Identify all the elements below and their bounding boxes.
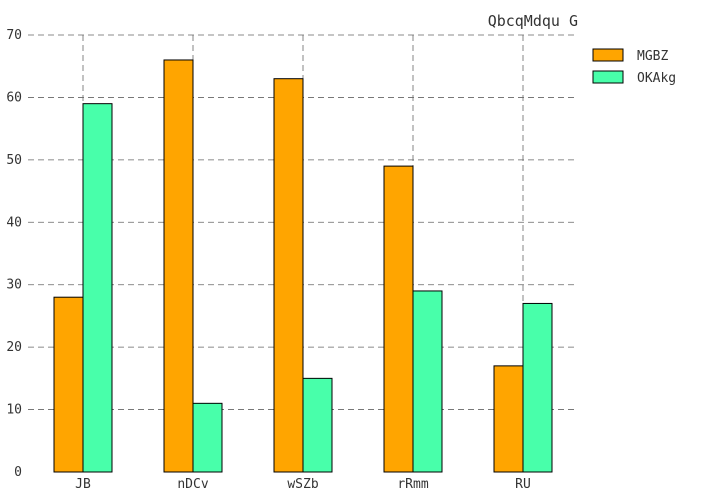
bar-mgbz-wszb bbox=[273, 78, 304, 473]
x-tick-label: nDCv bbox=[177, 477, 208, 492]
y-tick-label: 10 bbox=[6, 403, 22, 418]
x-tick-label: JB bbox=[75, 477, 91, 492]
legend-label-okakg: OKAkg bbox=[637, 71, 676, 86]
bars bbox=[53, 59, 553, 473]
y-tick-label: 50 bbox=[6, 153, 22, 168]
bar-okakg-wszb bbox=[302, 377, 333, 473]
legend-swatch-mgbz bbox=[592, 48, 624, 62]
legend-swatch-okakg bbox=[592, 70, 624, 84]
x-tick-label: RU bbox=[515, 477, 531, 492]
bar-mgbz-ru bbox=[493, 365, 524, 473]
legend: MGBZ OKAkg bbox=[592, 48, 676, 86]
x-tick-label: rRmm bbox=[397, 477, 428, 492]
bar-mgbz-ndcv bbox=[163, 59, 194, 473]
x-tick-label: wSZb bbox=[287, 477, 318, 492]
legend-label-mgbz: MGBZ bbox=[637, 49, 668, 64]
y-tick-label: 60 bbox=[6, 90, 22, 105]
bar-okakg-ru bbox=[522, 302, 553, 473]
y-tick-label: 30 bbox=[6, 278, 22, 293]
y-tick-label: 0 bbox=[14, 465, 22, 480]
bar-mgbz-rrmm bbox=[383, 165, 414, 473]
axes: 0 10 20 30 40 50 60 70 JB nDCv wSZb rRmm RU bbox=[6, 28, 530, 492]
y-tick-label: 40 bbox=[6, 215, 22, 230]
chart-title: QbcqMdqu G bbox=[488, 12, 578, 30]
bar-okakg-jb bbox=[82, 103, 113, 473]
bar-okakg-ndcv bbox=[192, 402, 223, 473]
y-tick-label: 70 bbox=[6, 28, 22, 43]
bar-mgbz-jb bbox=[53, 296, 84, 473]
bar-okakg-rrmm bbox=[412, 290, 443, 473]
y-tick-label: 20 bbox=[6, 340, 22, 355]
